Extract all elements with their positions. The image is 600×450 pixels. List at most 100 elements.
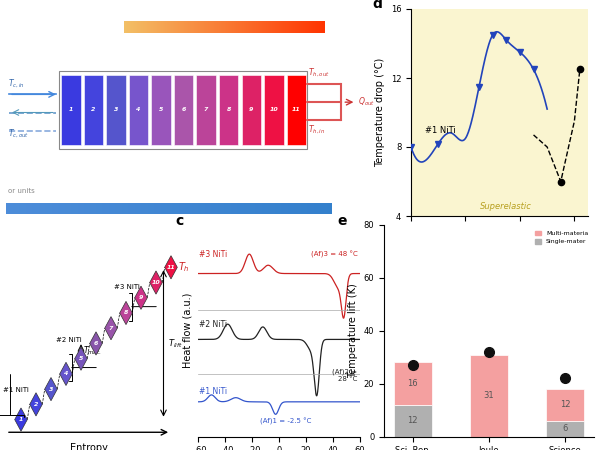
Bar: [258, 202, 260, 214]
Bar: [177, 22, 178, 33]
Bar: [300, 22, 301, 33]
Bar: [255, 202, 257, 214]
Bar: [258, 22, 259, 33]
Y-axis label: Temperature drop (°C): Temperature drop (°C): [375, 58, 385, 167]
Bar: [180, 202, 182, 214]
Bar: [73, 202, 74, 214]
Text: $T_{c,out}$: $T_{c,out}$: [8, 127, 29, 140]
Bar: [139, 202, 141, 214]
Polygon shape: [120, 302, 133, 324]
Bar: [58, 202, 60, 214]
Text: 7: 7: [109, 326, 113, 331]
Bar: [151, 22, 152, 33]
Bar: [296, 22, 297, 33]
Bar: [6, 202, 8, 214]
Bar: [325, 202, 326, 214]
Bar: [230, 22, 232, 33]
Bar: [56, 202, 58, 214]
Bar: [185, 22, 186, 33]
Bar: [172, 202, 173, 214]
Bar: [200, 22, 202, 33]
Text: 7: 7: [204, 108, 208, 112]
Bar: [141, 22, 142, 33]
Bar: [289, 22, 290, 33]
Bar: [297, 22, 298, 33]
Bar: [263, 22, 264, 33]
Bar: [215, 22, 217, 33]
Text: 5: 5: [79, 356, 83, 361]
Bar: [229, 202, 230, 214]
Polygon shape: [45, 378, 58, 401]
Bar: [262, 22, 263, 33]
Bar: [139, 22, 140, 33]
Bar: [265, 22, 266, 33]
Bar: [263, 202, 265, 214]
Text: 2: 2: [34, 402, 38, 407]
Bar: [247, 202, 248, 214]
Bar: [322, 22, 323, 33]
Bar: [126, 22, 127, 33]
Bar: [315, 202, 317, 214]
Bar: [175, 202, 177, 214]
Bar: [237, 202, 239, 214]
Text: 1: 1: [69, 108, 73, 112]
Bar: [134, 22, 135, 33]
Bar: [127, 202, 128, 214]
Bar: [88, 202, 89, 214]
Bar: [170, 22, 171, 33]
Bar: [31, 202, 32, 214]
Bar: [171, 22, 172, 33]
Bar: [167, 202, 169, 214]
Bar: [322, 202, 323, 214]
Text: #3 NiTi: #3 NiTi: [199, 250, 227, 259]
Bar: [84, 202, 86, 214]
Bar: [261, 22, 262, 33]
Bar: [65, 202, 66, 214]
Bar: [24, 202, 26, 214]
Text: (Af)3 = 48 °C: (Af)3 = 48 °C: [311, 251, 358, 258]
Bar: [224, 22, 226, 33]
Polygon shape: [164, 256, 178, 279]
Bar: [63, 202, 65, 214]
Bar: [169, 22, 170, 33]
Text: 10: 10: [269, 108, 278, 112]
Bar: [203, 22, 205, 33]
Bar: [81, 202, 82, 214]
Bar: [289, 202, 291, 214]
Bar: [223, 22, 224, 33]
Bar: [53, 202, 55, 214]
Y-axis label: Heat flow (a.u.): Heat flow (a.u.): [182, 293, 193, 369]
Bar: [257, 202, 258, 214]
Bar: [216, 202, 218, 214]
Bar: [137, 22, 138, 33]
Bar: [157, 22, 158, 33]
Bar: [140, 22, 141, 33]
Bar: [179, 202, 180, 214]
Bar: [321, 22, 322, 33]
Bar: [122, 202, 123, 214]
Bar: [138, 22, 139, 33]
Bar: [167, 22, 168, 33]
FancyBboxPatch shape: [61, 75, 80, 144]
Bar: [8, 202, 9, 214]
Bar: [198, 202, 200, 214]
Bar: [200, 202, 202, 214]
Bar: [283, 202, 284, 214]
FancyBboxPatch shape: [151, 75, 171, 144]
FancyBboxPatch shape: [174, 75, 193, 144]
Text: #1 NiTi: #1 NiTi: [199, 387, 227, 396]
Bar: [189, 22, 190, 33]
Bar: [212, 22, 214, 33]
Bar: [251, 22, 252, 33]
Bar: [317, 22, 318, 33]
Polygon shape: [105, 317, 118, 340]
FancyBboxPatch shape: [219, 75, 238, 144]
Bar: [232, 22, 233, 33]
Bar: [191, 22, 193, 33]
Bar: [175, 22, 176, 33]
Bar: [282, 22, 283, 33]
Text: 4: 4: [64, 371, 68, 376]
Text: $T_{h,out}$: $T_{h,out}$: [308, 67, 330, 79]
Text: #2 NiTi: #2 NiTi: [56, 337, 81, 343]
Bar: [270, 22, 271, 33]
